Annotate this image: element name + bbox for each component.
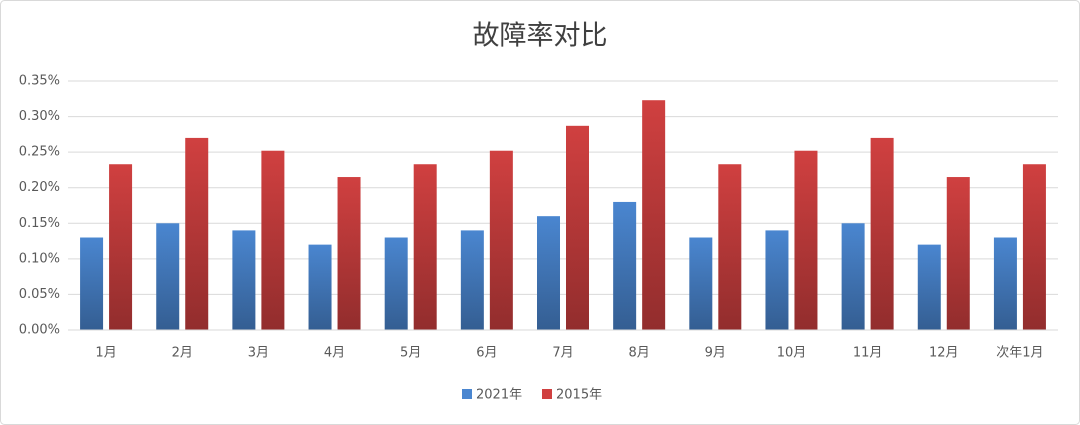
bar bbox=[765, 230, 789, 330]
x-tick-label: 1月 bbox=[95, 346, 116, 361]
bar bbox=[337, 177, 361, 330]
bar bbox=[870, 137, 894, 330]
legend-swatch bbox=[542, 389, 552, 399]
x-tick-label: 5月 bbox=[400, 346, 421, 361]
x-tick-label: 6月 bbox=[476, 346, 497, 361]
x-tick-label: 11月 bbox=[853, 346, 883, 361]
bar bbox=[993, 237, 1017, 330]
y-tick-label: 0.05% bbox=[19, 287, 60, 302]
x-tick-label: 12月 bbox=[929, 346, 959, 361]
x-tick-label: 3月 bbox=[248, 346, 269, 361]
bar bbox=[1022, 164, 1046, 330]
legend-label: 2015年 bbox=[556, 388, 602, 403]
bar bbox=[537, 216, 560, 330]
bar bbox=[185, 137, 209, 330]
y-tick-label: 0.25% bbox=[19, 145, 60, 160]
legend-label: 2021年 bbox=[476, 388, 522, 403]
bar bbox=[489, 150, 513, 330]
x-tick-label: 次年1月 bbox=[996, 345, 1043, 361]
x-tick-label: 4月 bbox=[324, 346, 345, 361]
x-tick-label: 2月 bbox=[172, 346, 193, 361]
y-tick-label: 0.30% bbox=[19, 109, 60, 124]
bar bbox=[642, 100, 666, 330]
bar bbox=[232, 230, 256, 330]
y-tick-label: 0.15% bbox=[19, 216, 60, 231]
bar bbox=[613, 201, 637, 330]
y-tick-label: 0.00% bbox=[19, 323, 60, 338]
bar bbox=[156, 223, 180, 330]
chart-title: 故障率对比 bbox=[473, 21, 608, 52]
bar bbox=[917, 244, 941, 330]
bar bbox=[566, 125, 589, 330]
y-tick-label: 0.10% bbox=[19, 251, 60, 266]
bar bbox=[689, 237, 713, 330]
bar bbox=[413, 164, 437, 330]
y-tick-label: 0.20% bbox=[19, 180, 60, 195]
legend-swatch bbox=[462, 389, 472, 399]
bar bbox=[794, 150, 818, 330]
bar bbox=[308, 244, 332, 330]
x-tick-label: 9月 bbox=[705, 346, 726, 361]
bar bbox=[109, 164, 133, 330]
y-tick-label: 0.35% bbox=[19, 74, 60, 89]
bar bbox=[80, 237, 104, 330]
x-tick-label: 8月 bbox=[629, 346, 650, 361]
x-tick-label: 10月 bbox=[777, 346, 807, 361]
bar bbox=[718, 164, 742, 330]
bar bbox=[460, 230, 484, 330]
bar bbox=[261, 150, 285, 330]
bar bbox=[946, 177, 970, 330]
bar bbox=[841, 223, 865, 330]
bar bbox=[384, 237, 408, 330]
x-tick-label: 7月 bbox=[552, 346, 573, 361]
